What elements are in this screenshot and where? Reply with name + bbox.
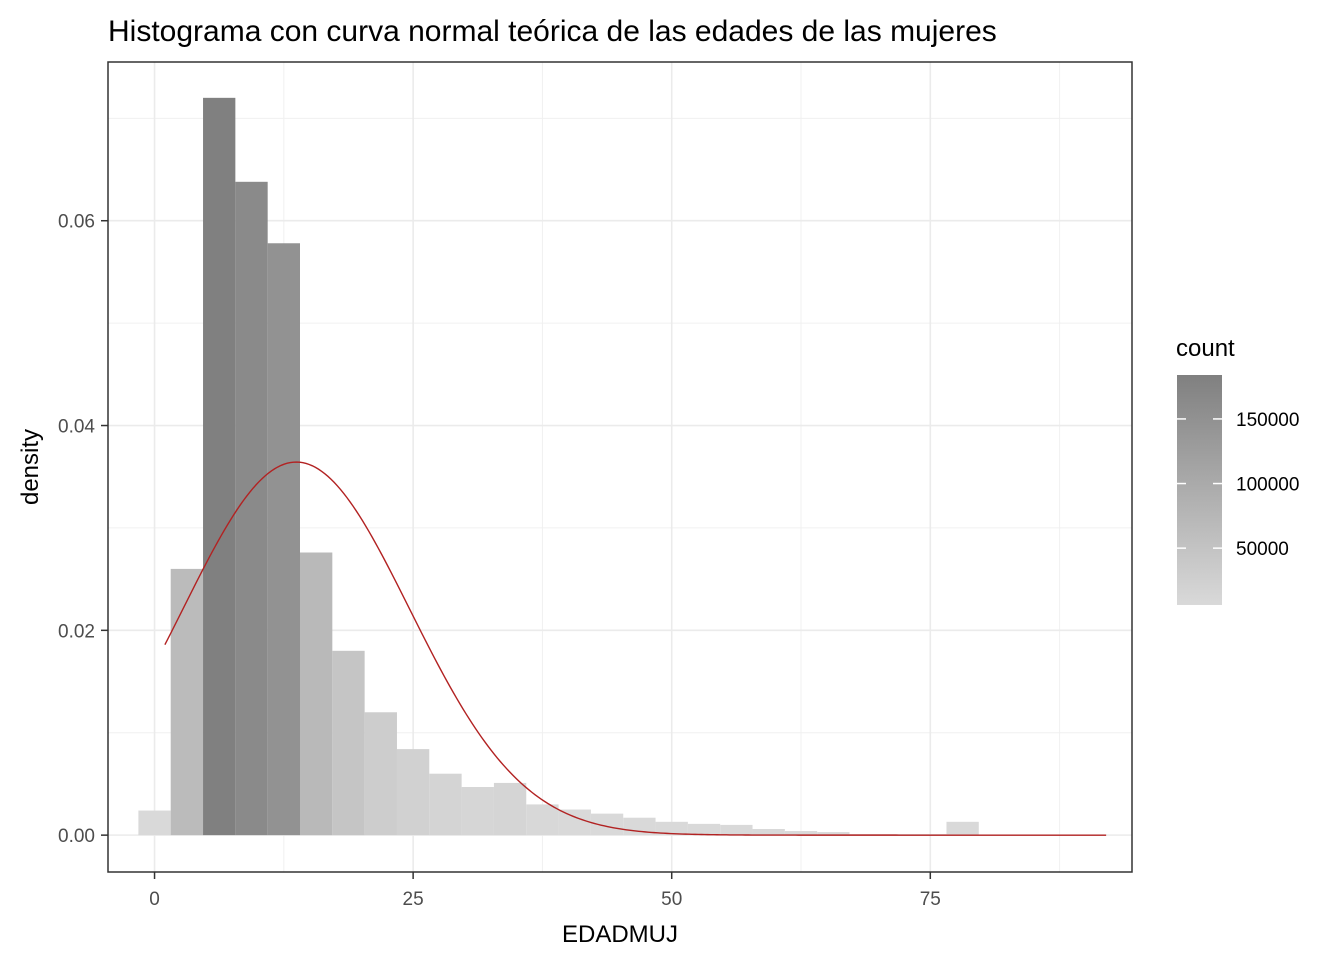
fill-legend: count 50000 100000 150000 xyxy=(1176,335,1299,605)
plot-panel xyxy=(107,61,1133,873)
histogram-bar xyxy=(300,552,333,836)
y-axis-title: density xyxy=(17,429,44,505)
histogram-bar xyxy=(526,804,559,836)
y-tick-label: 0.04 xyxy=(58,417,95,438)
legend-tick-label: 150000 xyxy=(1236,410,1299,431)
y-tick-label: 0.06 xyxy=(58,212,95,233)
y-axis: 0.00 0.02 0.04 0.06 xyxy=(58,212,108,847)
histogram-bar xyxy=(946,821,979,836)
histogram-bar xyxy=(170,568,204,836)
x-tick-label: 25 xyxy=(403,889,424,910)
histogram-bar xyxy=(687,823,721,836)
legend-ticks: 50000 100000 150000 xyxy=(1177,410,1299,560)
histogram-bar xyxy=(817,832,850,836)
x-tick-label: 0 xyxy=(149,889,160,910)
normal-curve-line xyxy=(164,461,1107,836)
histogram-bars xyxy=(138,97,979,836)
histogram-bar xyxy=(332,650,365,836)
histogram-bar xyxy=(429,773,462,836)
x-tick-label: 75 xyxy=(920,889,941,910)
histogram-bar xyxy=(461,787,494,836)
histogram-bar xyxy=(493,782,527,836)
histogram-bar xyxy=(558,809,591,836)
legend-colorbar xyxy=(1177,375,1222,605)
histogram-bar xyxy=(720,824,753,836)
grid-minor xyxy=(108,62,1132,872)
histogram-bar xyxy=(267,243,300,836)
histogram-bar xyxy=(235,181,268,836)
legend-tick-label: 100000 xyxy=(1236,475,1299,496)
y-tick-label: 0.02 xyxy=(58,621,95,642)
histogram-bar xyxy=(364,712,397,836)
grid-major xyxy=(108,62,1132,872)
legend-title: count xyxy=(1176,335,1235,362)
y-tick-label: 0.00 xyxy=(58,826,95,847)
panel-border xyxy=(107,61,1133,873)
histogram-bar xyxy=(752,828,785,836)
x-axis: 0 25 50 75 xyxy=(149,872,941,910)
x-axis-title: EDADMUJ xyxy=(562,921,678,948)
legend-tick-label: 50000 xyxy=(1236,539,1289,560)
histogram-bar xyxy=(655,821,688,836)
chart-title: Histograma con curva normal teórica de l… xyxy=(108,15,997,48)
x-tick-label: 50 xyxy=(661,889,682,910)
histogram-bar xyxy=(203,97,236,836)
histogram-bar xyxy=(784,831,818,836)
histogram-bar xyxy=(138,810,171,836)
histogram-bar xyxy=(590,813,624,836)
histogram-bar xyxy=(396,749,430,836)
